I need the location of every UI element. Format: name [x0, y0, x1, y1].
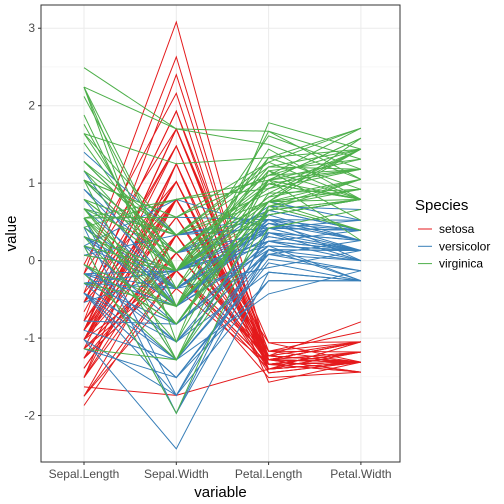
legend-item-virginica: virginica: [418, 257, 483, 271]
legend-title: Species: [415, 197, 468, 214]
legend-item-setosa: setosa: [418, 222, 475, 236]
y-tick-label: -2: [24, 409, 35, 423]
series-line-versicolor: [83, 232, 362, 343]
series-line-setosa: [83, 180, 362, 357]
x-tick-label: Petal.Width: [330, 467, 391, 481]
series-line-virginica: [83, 170, 362, 361]
y-tick-label: 3: [28, 21, 35, 35]
y-tick-label: 1: [28, 176, 35, 190]
series-line-virginica: [83, 178, 361, 272]
panel-border: [40, 4, 401, 463]
axes: -2 -1 0 1 2 3 Sepal.Length Sepal.Width Petal.Len…: [24, 21, 391, 481]
series-line-setosa: [83, 216, 361, 365]
series-line-setosa: [83, 234, 361, 374]
series-line-virginica: [83, 198, 361, 272]
series-line-virginica: [83, 198, 361, 272]
series-line-virginica: [83, 198, 361, 272]
legend-label-setosa: setosa: [439, 222, 475, 236]
series-line-virginica: [83, 96, 362, 272]
series-lines: [83, 20, 362, 450]
series-line-virginica: [83, 148, 362, 254]
x-tick-label: Sepal.Width: [144, 467, 209, 481]
series-virginica: [83, 67, 362, 415]
series-line-setosa: [83, 269, 361, 406]
series-line-setosa: [83, 162, 361, 373]
y-tick-label: -1: [24, 331, 35, 345]
x-tick-label: Sepal.Length: [49, 467, 120, 481]
series-line-versicolor: [83, 249, 361, 361]
series-line-virginica: [83, 127, 362, 218]
legend-item-versicolor: versicolor: [418, 239, 490, 253]
series-line-virginica: [83, 148, 362, 228]
x-axis-title: variable: [194, 484, 247, 501]
x-tick-label: Petal.Length: [235, 467, 302, 481]
series-line-versicolor: [83, 188, 361, 272]
series-line-virginica: [83, 205, 362, 415]
series-line-virginica: [83, 86, 362, 160]
series-line-setosa: [83, 234, 361, 397]
series-line-virginica: [83, 133, 362, 236]
series-line-virginica: [83, 148, 361, 236]
series-line-virginica: [83, 188, 361, 361]
series-line-versicolor: [83, 227, 361, 303]
series-line-versicolor: [83, 271, 361, 343]
y-tick-label: 0: [28, 254, 35, 268]
series-line-setosa: [83, 144, 361, 363]
series-line-versicolor: [83, 280, 361, 397]
series-line-virginica: [83, 137, 362, 254]
legend: Species setosa versicolor virginica: [415, 197, 490, 271]
series-line-versicolor: [83, 270, 362, 361]
legend-label-versicolor: versicolor: [439, 239, 490, 253]
series-line-versicolor: [83, 245, 361, 307]
series-line-versicolor: [83, 240, 362, 275]
legend-label-virginica: virginica: [439, 257, 483, 271]
y-axis-title: value: [3, 216, 20, 252]
series-line-virginica: [83, 188, 361, 325]
series-line-virginica: [83, 201, 362, 308]
series-line-versicolor: [83, 217, 361, 397]
series-line-virginica: [83, 86, 361, 272]
series-line-virginica: [83, 183, 361, 254]
series-line-versicolor: [83, 262, 361, 379]
y-tick-label: 2: [28, 99, 35, 113]
series-line-virginica: [83, 67, 362, 180]
series-setosa: [83, 20, 362, 406]
series-line-virginica: [83, 127, 362, 165]
